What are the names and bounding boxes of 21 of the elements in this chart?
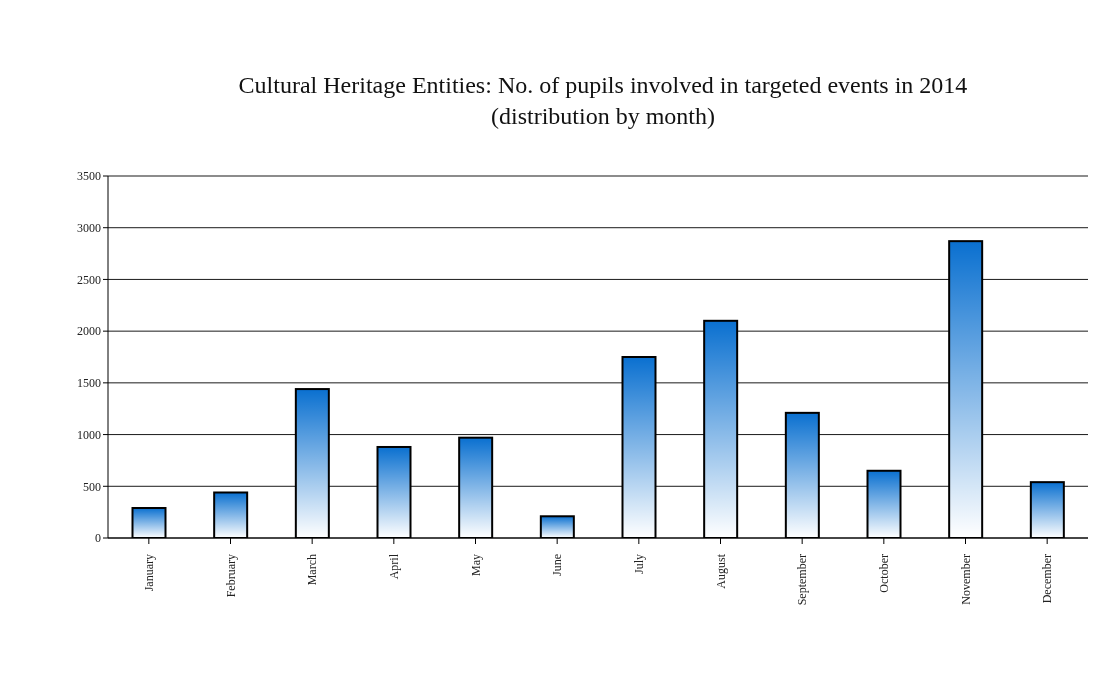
x-tick-label: February — [223, 554, 238, 598]
y-tick-label: 1000 — [77, 427, 101, 442]
x-tick-label: August — [713, 553, 728, 589]
x-tick-label: March — [305, 554, 320, 586]
y-tick-label: 0 — [95, 531, 101, 546]
x-tick-label: November — [958, 554, 973, 605]
y-tick-label: 3000 — [77, 220, 101, 235]
x-tick-label: October — [876, 554, 891, 593]
x-tick-label: June — [550, 554, 565, 576]
x-tick-label: January — [141, 554, 156, 592]
chart-title: Cultural Heritage Entities: No. of pupils involved in targeted events in 2014 (distribution by month) — [237, 71, 969, 131]
x-tick-label: July — [631, 554, 646, 575]
x-tick-label: April — [386, 553, 401, 580]
x-tick-label: December — [1040, 554, 1055, 604]
y-tick-label: 500 — [83, 479, 101, 494]
y-tick-label: 2500 — [77, 272, 101, 287]
y-tick-label: 3500 — [77, 169, 101, 184]
y-tick-label: 1500 — [77, 376, 101, 391]
x-tick-label: May — [468, 554, 483, 576]
y-tick-label: 2000 — [77, 324, 101, 339]
x-tick-label: September — [795, 554, 810, 606]
